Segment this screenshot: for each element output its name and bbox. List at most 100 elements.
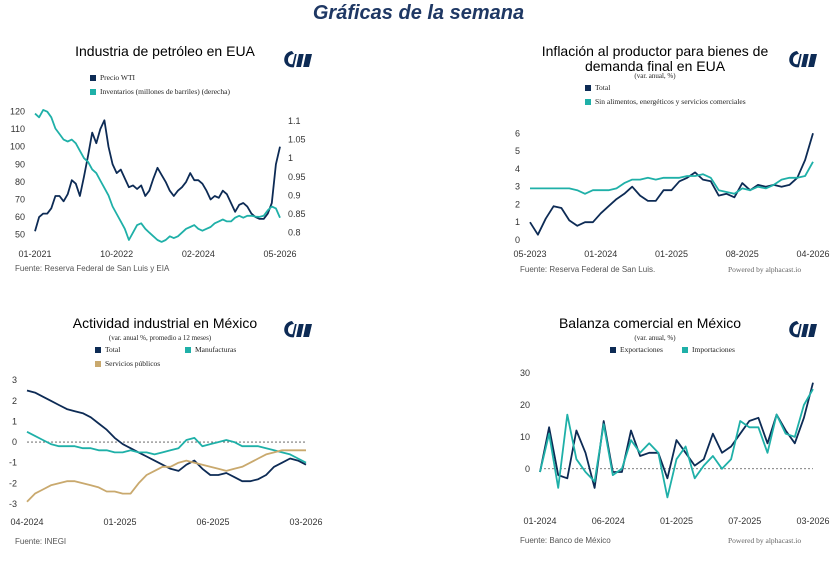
y-tick-label: 6: [515, 128, 520, 138]
y2-tick-label: 0.9: [288, 190, 301, 200]
x-tick-label: 04-2024: [10, 517, 43, 527]
series-line-1: [34, 109, 281, 243]
chart-svg: 50 60 70 80 90 100 110 120 0.8 0.85 0.9 0.95 1 1.05 1.…: [10, 107, 306, 259]
y-tick-label: 2: [515, 199, 520, 209]
legend-label: Precio WTI: [100, 73, 136, 82]
y-tick-label: 1: [515, 217, 520, 227]
chart-source: Fuente: INEGI: [15, 537, 67, 546]
x-tick-label: 05-2026: [263, 249, 296, 259]
chart-source: Fuente: Banco de México: [520, 536, 611, 545]
chart-source: Fuente: Reserva Federal de San Luis y EI…: [15, 264, 170, 273]
x-tick-label: 08-2025: [726, 249, 759, 259]
x-tick-label: 03-2026: [289, 517, 322, 527]
legend-label: Importaciones: [692, 345, 735, 354]
y2-tick-label: 0.95: [288, 172, 306, 182]
y-tick-label: 50: [15, 230, 25, 240]
brand-logo-icon: [284, 51, 312, 68]
series-line-1: [530, 161, 814, 195]
legend-label: Total: [105, 345, 121, 354]
series-line-2: [26, 449, 306, 503]
chart-title: Actividad industrial en México: [72, 315, 258, 331]
legend-item: Total: [585, 83, 610, 92]
brand-logo-icon: [789, 321, 817, 338]
x-tick-label: 06-2024: [592, 516, 625, 526]
y-tick-label: 3: [515, 182, 520, 192]
y-tick-label: 0: [525, 464, 530, 474]
y2-tick-label: 1.05: [288, 135, 306, 145]
chart-subtitle: (var. anual, %): [634, 334, 676, 342]
series-line-0: [34, 119, 281, 232]
chart-panel-ppi: Inflación al productor para bienes de de…: [420, 28, 837, 278]
y-tick-label: 0: [12, 437, 17, 447]
chart-title: Balanza comercial en México: [558, 315, 742, 331]
y-tick-label: -1: [9, 458, 17, 468]
legend-item: Exportaciones: [610, 345, 663, 354]
chart-subtitle: (var. anual %, promedio a 12 meses): [108, 334, 212, 342]
y-tick-label: -2: [9, 478, 17, 488]
powered-by: Powered by alphacast.io: [728, 536, 802, 545]
y-tick-label: 0: [515, 235, 520, 245]
x-tick-label: 01-2024: [584, 249, 617, 259]
y-tick-label: 80: [15, 177, 25, 187]
y-tick-label: 3: [12, 375, 17, 385]
y2-tick-label: 1: [288, 153, 293, 163]
series-line-1: [26, 430, 307, 464]
chart-panel-trade: Balanza comercial en México (var. anual,…: [420, 310, 837, 562]
y-tick-label: 120: [10, 107, 25, 117]
y-tick-label: 1: [12, 416, 17, 426]
x-tick-label: 01-2025: [103, 517, 136, 527]
logo-shape-icon: [789, 51, 817, 68]
chart-panel-industrial: Actividad industrial en México (var. anu…: [0, 310, 420, 562]
logo-shape-icon: [284, 51, 312, 68]
x-tick-label: 07-2025: [728, 516, 761, 526]
x-tick-label: 06-2025: [196, 517, 229, 527]
chart-svg: -3 -2 -1 0 1 2 3 04-2024 01-2025 06-2025 03-2026: [9, 375, 323, 527]
y-tick-label: 110: [11, 124, 25, 134]
brand-logo-icon: [284, 321, 312, 338]
legend-label: Exportaciones: [620, 345, 663, 354]
x-tick-label: 01-2025: [660, 516, 693, 526]
legend-label: Total: [595, 83, 611, 92]
y-tick-label: 100: [10, 142, 25, 152]
chart-title: Inflación al productor para bienes de de…: [541, 43, 769, 74]
chart-subtitle: (var. anual, %): [634, 72, 676, 80]
legend-item: Servicios públicos: [95, 359, 160, 368]
logo-shape-icon: [789, 321, 817, 338]
y-tick-label: 30: [520, 368, 530, 378]
y2-tick-label: 0.8: [288, 228, 301, 238]
legend-label: Servicios públicos: [105, 359, 161, 368]
legend-label: Inventarios (millones de barriles) (dere…: [100, 87, 230, 96]
chart-svg: 0 1 2 3 4 5 6 05-2023 01-2024 01-2025 08-2025 04-20…: [513, 128, 829, 259]
chart-svg: 0 10 20 30 01-2024 06-2024 01-2025 07-2025 03-20…: [520, 368, 830, 526]
x-tick-label: 10-2022: [100, 249, 133, 259]
legend-item: Importaciones: [682, 345, 735, 354]
y2-tick-label: 1.1: [288, 116, 301, 126]
y-tick-label: -3: [9, 499, 17, 509]
y-tick-label: 60: [15, 212, 25, 222]
x-tick-label: 01-2024: [523, 516, 556, 526]
series-line-0: [539, 382, 814, 489]
y-tick-label: 5: [515, 146, 520, 156]
x-tick-label: 03-2026: [796, 516, 829, 526]
series-line-0: [529, 133, 814, 236]
y2-tick-label: 0.85: [288, 209, 306, 219]
chart-source: Fuente: Reserva Federal de San Luis.: [520, 265, 656, 274]
page-title: Gráficas de la semana: [312, 2, 525, 24]
powered-by: Powered by alphacast.io: [728, 265, 802, 274]
x-tick-label: 04-2026: [796, 249, 829, 259]
y-tick-label: 70: [15, 195, 25, 205]
x-tick-label: 01-2025: [655, 249, 688, 259]
legend-label: Sin alimentos, energéticos y servicios c…: [595, 97, 746, 106]
y-tick-label: 2: [12, 396, 17, 406]
y-tick-label: 90: [15, 159, 25, 169]
x-tick-label: 01-2021: [18, 249, 51, 259]
chart-title: Industria de petróleo en EUA: [75, 43, 255, 59]
legend-item: Total: [95, 345, 120, 354]
brand-logo-icon: [789, 51, 817, 68]
y-tick-label: 4: [515, 164, 520, 174]
series-line-1: [539, 388, 814, 499]
y-tick-label: 20: [520, 400, 530, 410]
x-tick-label: 02-2024: [182, 249, 215, 259]
legend-item: Precio WTI: [90, 73, 135, 82]
logo-shape-icon: [284, 321, 312, 338]
